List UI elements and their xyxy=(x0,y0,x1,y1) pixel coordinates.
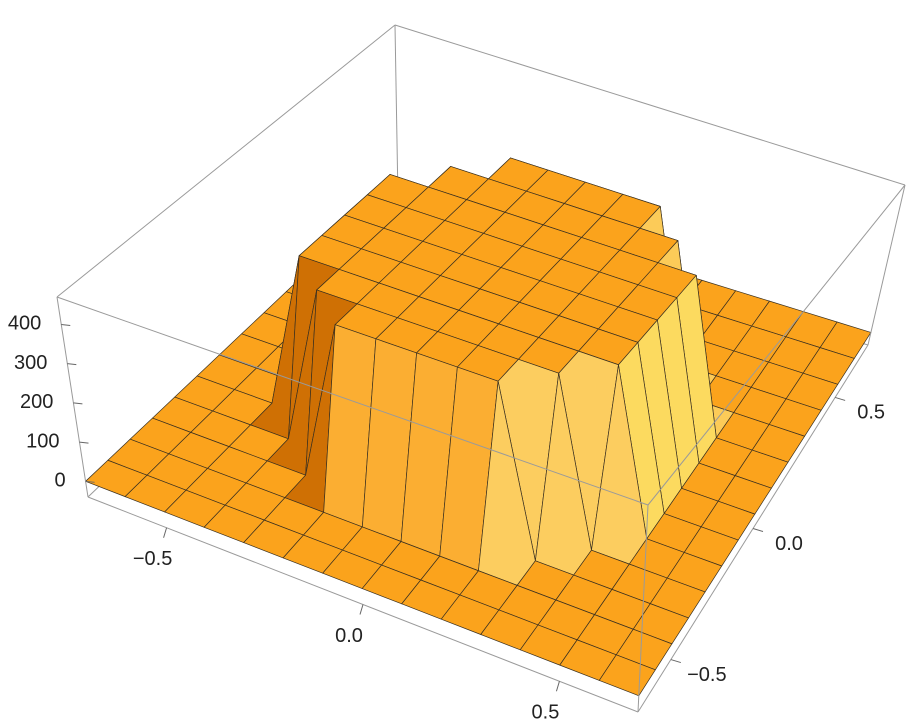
z-tick-label: 0 xyxy=(54,470,65,492)
y-tick xyxy=(752,528,764,532)
z-tick xyxy=(85,480,95,483)
y-tick-label: 0.5 xyxy=(857,402,885,424)
box-edge xyxy=(56,24,396,298)
y-tick xyxy=(834,396,846,401)
y-tick-label: −0.5 xyxy=(687,664,726,686)
z-tick-label: 400 xyxy=(8,313,41,335)
x-tick-label: 0.0 xyxy=(335,625,363,647)
x-tick-label: −0.5 xyxy=(133,548,172,570)
box-edge xyxy=(867,184,906,346)
z-tick xyxy=(79,441,89,444)
z-tick xyxy=(67,363,77,366)
box-edge xyxy=(637,504,649,713)
x-tick xyxy=(163,527,168,538)
z-tick xyxy=(73,402,83,405)
box-edge xyxy=(647,184,906,506)
z-tick-label: 300 xyxy=(14,352,47,374)
box-edge xyxy=(56,296,649,506)
box-edge xyxy=(394,24,399,201)
z-tick xyxy=(61,323,71,326)
y-tick-label: 0.0 xyxy=(775,533,803,555)
x-tick-label: 0.5 xyxy=(532,702,560,720)
box-edge xyxy=(394,24,906,186)
box-edge xyxy=(56,296,89,498)
z-tick-label: 100 xyxy=(26,430,59,452)
z-tick-label: 200 xyxy=(20,391,53,413)
x-tick xyxy=(555,681,560,692)
surface-cell xyxy=(598,654,656,697)
x-tick xyxy=(359,604,364,615)
y-tick xyxy=(670,659,682,664)
